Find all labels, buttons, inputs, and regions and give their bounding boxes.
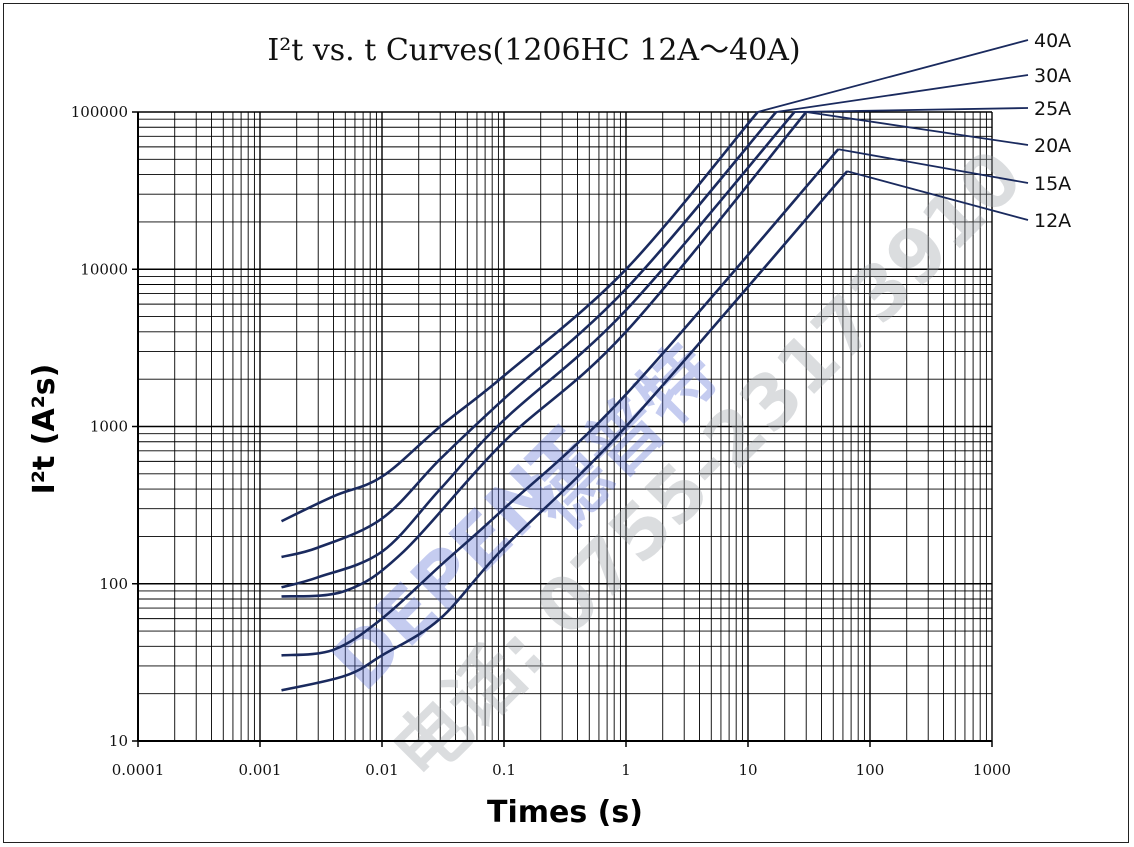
series-line-12A	[281, 170, 849, 692]
series-line-25A	[281, 111, 796, 589]
x-tick-label: 0.1	[492, 761, 516, 779]
x-tick-label: 1000	[973, 761, 1011, 779]
series-lines	[280, 111, 849, 692]
y-tick-label: 10	[109, 732, 128, 750]
chart-title: I²t vs. t Curves(1206HC 12A～40A)	[267, 33, 800, 68]
series-label-12A: 12A	[1034, 210, 1071, 232]
x-tick-label: 10	[738, 761, 757, 779]
leader-line-40A	[757, 39, 1029, 113]
y-axis-label: I²t (A²s)	[27, 364, 62, 495]
series-line-40A	[280, 111, 759, 523]
series-label-25A: 25A	[1034, 98, 1071, 120]
y-tick-label: 100000	[71, 103, 128, 121]
axes: 0.0001 0.001 0.01 0.1 1 10 100 1000 10 100 1000 100…	[71, 103, 1011, 779]
leader-line-15A	[838, 148, 1029, 184]
x-tick-label: 1	[621, 761, 631, 779]
x-tick-label: 0.001	[239, 761, 282, 779]
series-label-30A: 30A	[1034, 65, 1071, 87]
i2t-chart: DEPENT 德普特 电话: 0755-23173910 0.0001 0.001…	[27, 30, 1071, 830]
series-labels: 40A 30A 25A 20A 15A 12A	[757, 30, 1071, 232]
leader-line-25A	[794, 107, 1029, 113]
leader-line-12A	[846, 170, 1029, 221]
x-tick-label: 0.01	[365, 761, 398, 779]
series-line-30A	[281, 111, 778, 559]
y-tick-label: 10000	[80, 260, 128, 278]
y-tick-label: 1000	[90, 418, 128, 436]
y-tick-label: 100	[99, 575, 128, 593]
x-tick-label: 0.0001	[112, 761, 165, 779]
grid	[137, 111, 993, 742]
series-line-15A	[281, 148, 840, 657]
leader-line-30A	[775, 74, 1029, 113]
leader-line-20A	[806, 111, 1029, 146]
x-axis-label: Times (s)	[487, 795, 643, 830]
series-label-40A: 40A	[1034, 30, 1071, 52]
series-label-20A: 20A	[1034, 135, 1071, 157]
series-label-15A: 15A	[1034, 173, 1071, 195]
series-line-20A	[281, 111, 808, 598]
watermark: DEPENT 德普特 电话: 0755-23173910	[316, 133, 1039, 796]
chart-frame: DEPENT 德普特 电话: 0755-23173910 0.0001 0.001…	[3, 3, 1129, 843]
x-tick-label: 100	[856, 761, 885, 779]
